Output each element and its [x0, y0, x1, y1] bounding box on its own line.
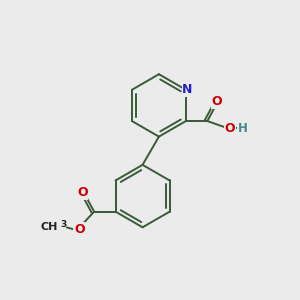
Text: CH: CH [40, 222, 58, 233]
Text: 3: 3 [60, 220, 66, 229]
Text: O: O [212, 95, 223, 109]
Text: H: H [238, 122, 248, 135]
Text: O: O [74, 223, 85, 236]
Text: O: O [224, 122, 235, 135]
Text: N: N [182, 83, 193, 96]
Text: O: O [77, 186, 88, 199]
